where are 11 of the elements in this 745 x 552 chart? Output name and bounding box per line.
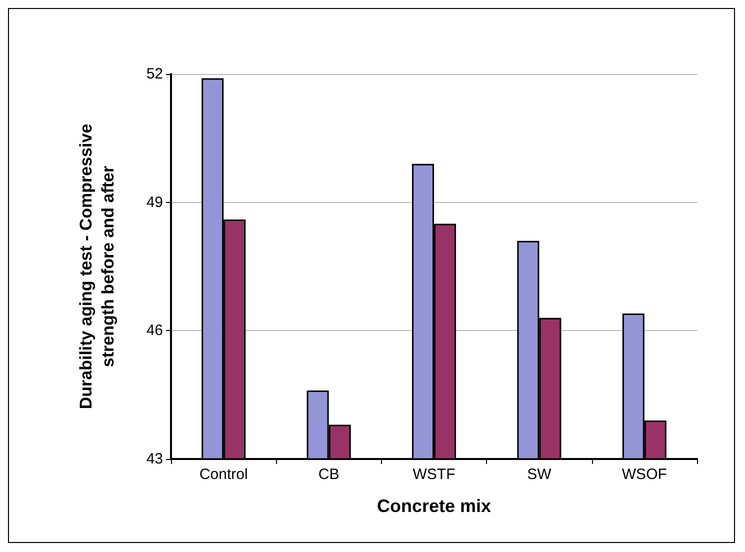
x-tick-label: WSOF: [622, 466, 667, 483]
x-tick-label: CB: [318, 466, 340, 483]
y-tick-label: 49: [146, 194, 163, 211]
x-axis-title: Concrete mix: [376, 496, 492, 516]
x-tick-label: Control: [199, 466, 248, 483]
y-axis-title: Durability aging test - Compressive strength before and after: [76, 124, 118, 410]
y-tick-label: 52: [146, 66, 163, 82]
x-tick-label: SW: [527, 466, 552, 483]
x-tick-label: WSTF: [412, 466, 456, 483]
y-tick-label: 43: [146, 450, 163, 468]
y-tick-label: 46: [146, 322, 163, 340]
